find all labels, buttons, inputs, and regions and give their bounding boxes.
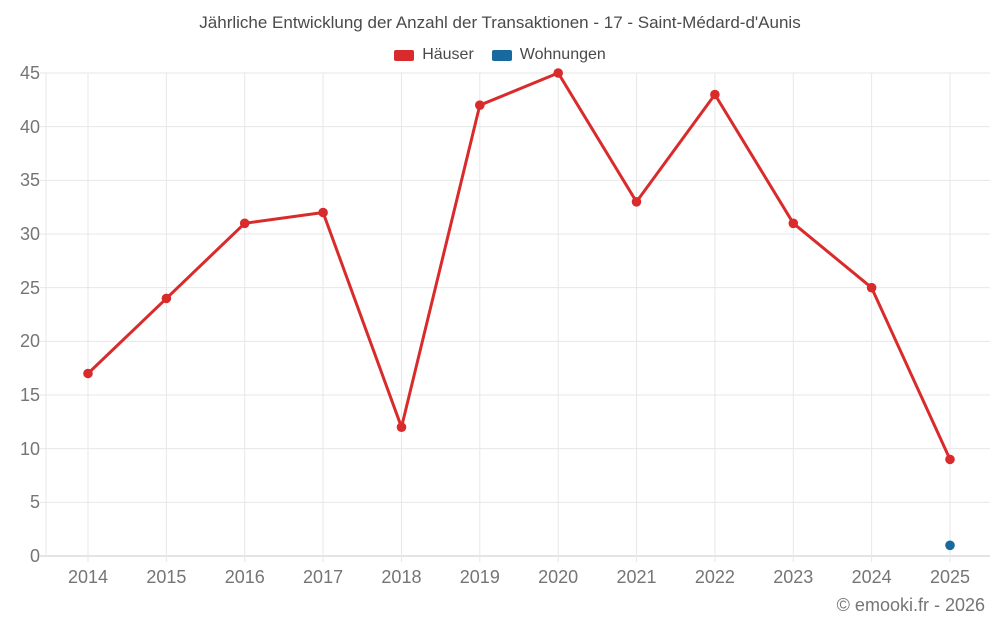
legend-swatch-wohnungen bbox=[491, 49, 512, 61]
x-tick-label: 2025 bbox=[929, 567, 971, 587]
x-tick-label: 2017 bbox=[303, 567, 344, 587]
x-tick-label: 2023 bbox=[773, 567, 814, 587]
y-tick-label: 35 bbox=[19, 170, 40, 191]
x-tick-label: 2014 bbox=[67, 567, 109, 587]
y-tick-label: 15 bbox=[19, 385, 40, 405]
legend-item-wohnungen[interactable]: Wohnungen bbox=[491, 46, 606, 64]
y-tick-label: 25 bbox=[19, 277, 40, 298]
y-tick-label: 30 bbox=[19, 224, 40, 244]
copyright-footer: © emooki.fr - 2026 bbox=[836, 595, 985, 615]
x-tick-label: 2021 bbox=[616, 567, 657, 587]
legend-item-haeuser[interactable]: Häuser bbox=[394, 46, 474, 64]
data-point-häuser[interactable] bbox=[396, 422, 407, 433]
y-tick-label: 0 bbox=[29, 546, 40, 566]
x-tick-label: 2020 bbox=[538, 567, 579, 587]
data-point-häuser[interactable] bbox=[553, 68, 563, 78]
data-point-häuser[interactable] bbox=[788, 218, 799, 229]
data-point-häuser[interactable] bbox=[710, 89, 720, 100]
y-tick-label: 5 bbox=[29, 492, 40, 513]
y-tick-label: 40 bbox=[19, 116, 40, 137]
series-line-häuser bbox=[86, 71, 952, 461]
x-tick-label: 2024 bbox=[851, 567, 892, 587]
data-point-häuser[interactable] bbox=[866, 282, 877, 293]
data-point-häuser[interactable] bbox=[83, 368, 93, 379]
legend-label-wohnungen: Wohnungen bbox=[519, 46, 606, 63]
x-tick-label: 2016 bbox=[224, 567, 265, 587]
legend-swatch-haeuser bbox=[394, 49, 415, 61]
y-tick-label: 45 bbox=[19, 63, 40, 83]
chart-legend: Häuser Wohnungen bbox=[0, 45, 1000, 65]
data-point-häuser[interactable] bbox=[161, 293, 172, 304]
y-tick-label: 20 bbox=[19, 331, 40, 352]
data-point-häuser[interactable] bbox=[239, 218, 250, 229]
data-point-häuser[interactable] bbox=[318, 207, 328, 218]
chart-title: Jährliche Entwicklung der Anzahl der Tra… bbox=[199, 13, 801, 32]
data-point-häuser[interactable] bbox=[945, 454, 955, 465]
legend-label-haeuser: Häuser bbox=[422, 46, 474, 63]
x-tick-label: 2018 bbox=[381, 567, 422, 587]
y-tick-label: 10 bbox=[19, 438, 40, 459]
x-tick-label: 2015 bbox=[146, 567, 187, 587]
x-tick-label: 2022 bbox=[694, 567, 735, 587]
x-tick-label: 2019 bbox=[459, 567, 500, 587]
data-point-wohnungen[interactable] bbox=[945, 540, 955, 551]
data-point-häuser[interactable] bbox=[475, 100, 485, 110]
data-point-häuser[interactable] bbox=[631, 197, 642, 207]
